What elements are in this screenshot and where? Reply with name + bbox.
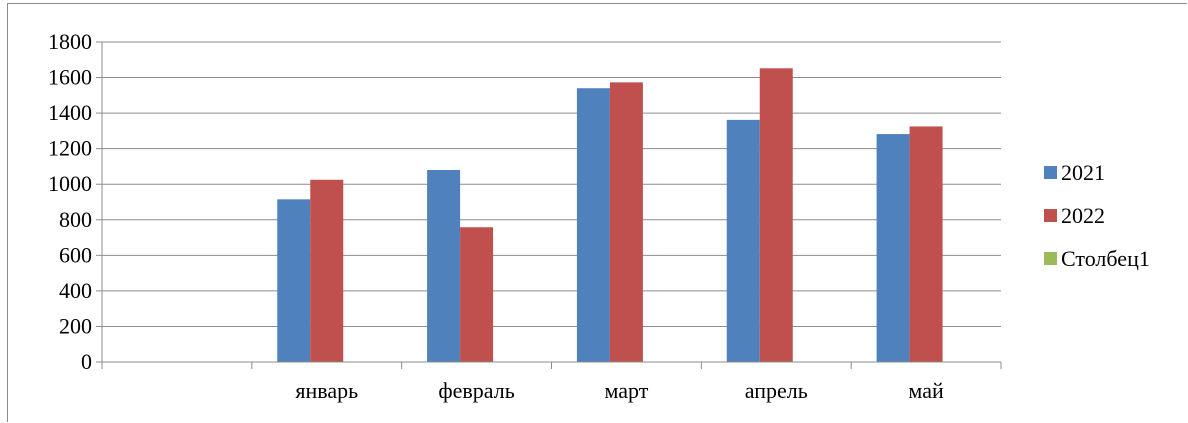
x-category-label: февраль (438, 378, 514, 403)
y-tick-label: 1600 (48, 65, 92, 90)
y-tick-label: 0 (81, 349, 92, 374)
axes: 0 200 400 600 800 1000 1200 1400 1600 1800 январь ф… (48, 29, 1002, 403)
legend-label: Столбец1 (1061, 246, 1150, 271)
y-tick-label: 1000 (48, 171, 92, 196)
y-tick-label: 1400 (48, 100, 92, 125)
x-category-label: май (908, 378, 944, 403)
legend-label: 2022 (1061, 203, 1105, 228)
bar-2022-февраль (460, 227, 494, 362)
y-tick-label: 1200 (48, 136, 92, 161)
bar-2022-март (609, 82, 643, 362)
x-category-label: апрель (745, 378, 808, 403)
bar-2022-январь (310, 179, 344, 362)
x-category-label: март (604, 378, 648, 403)
y-tick-label: 400 (59, 278, 92, 303)
legend-swatch (1044, 252, 1057, 265)
legend-swatch (1044, 166, 1057, 179)
bar-2021-январь (277, 199, 311, 362)
y-tick-label: 200 (59, 313, 92, 338)
bars (277, 68, 943, 363)
gridlines (102, 41, 1001, 327)
y-tick-label: 1800 (48, 29, 92, 54)
chart-frame: 0 200 400 600 800 1000 1200 1400 1600 1800 январь ф… (7, 3, 1187, 422)
y-tick-label: 800 (59, 207, 92, 232)
bar-chart: 0 200 400 600 800 1000 1200 1400 1600 1800 январь ф… (48, 29, 1150, 403)
bar-2022-май (909, 126, 943, 362)
bar-2021-февраль (427, 170, 461, 362)
bar-2021-май (876, 134, 910, 362)
bar-2022-апрель (759, 68, 793, 363)
bar-2021-апрель (726, 119, 760, 362)
bar-2021-март (576, 88, 610, 362)
legend: 2021 2022 Столбец1 (1044, 160, 1150, 271)
legend-label: 2021 (1061, 160, 1105, 185)
x-category-label: январь (295, 378, 358, 403)
legend-swatch (1044, 209, 1057, 222)
y-tick-label: 600 (59, 242, 92, 267)
